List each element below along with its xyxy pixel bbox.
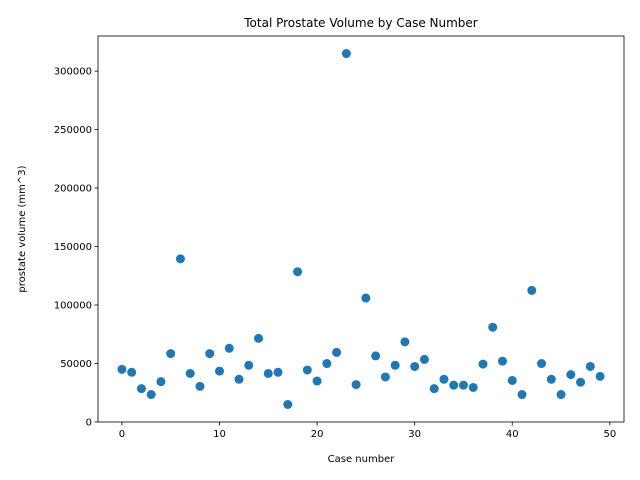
x-tick-label: 30 bbox=[408, 429, 421, 440]
data-point bbox=[146, 390, 156, 400]
data-point bbox=[595, 371, 605, 381]
data-point bbox=[498, 356, 507, 366]
data-point bbox=[341, 49, 351, 59]
y-tick-label: 300000 bbox=[54, 67, 92, 78]
data-point bbox=[117, 364, 127, 374]
plot-frame bbox=[97, 35, 625, 423]
x-tick-label: 20 bbox=[311, 429, 324, 440]
y-axis-label: prostate volume (mm^3) bbox=[17, 165, 28, 292]
data-point bbox=[224, 343, 234, 353]
data-point bbox=[585, 361, 595, 371]
data-point bbox=[517, 390, 527, 400]
x-tick-label: 40 bbox=[506, 429, 519, 440]
data-point bbox=[429, 384, 439, 394]
data-point bbox=[371, 351, 381, 361]
y-tick-label: 50000 bbox=[60, 359, 92, 370]
data-point bbox=[419, 354, 429, 364]
x-tick-label: 10 bbox=[213, 429, 226, 440]
data-point bbox=[390, 360, 400, 370]
data-point bbox=[254, 333, 264, 343]
data-point bbox=[400, 337, 410, 347]
data-point bbox=[566, 370, 576, 380]
y-tick-label: 250000 bbox=[54, 125, 92, 136]
x-tick-label: 50 bbox=[603, 429, 616, 440]
x-tick-label: 0 bbox=[119, 429, 125, 440]
chart-title: Total Prostate Volume by Case Number bbox=[243, 16, 478, 30]
data-point bbox=[410, 361, 420, 371]
data-point bbox=[127, 367, 137, 377]
data-point bbox=[478, 359, 488, 369]
data-point bbox=[488, 322, 498, 332]
data-point bbox=[537, 359, 547, 369]
data-point bbox=[468, 382, 478, 392]
y-tick-label: 150000 bbox=[54, 242, 92, 253]
y-tick-label: 0 bbox=[86, 418, 92, 429]
data-point bbox=[175, 254, 185, 264]
data-point bbox=[439, 374, 449, 384]
y-axis-ticks: 0 50000 100000 150000 200000 250000 300000 bbox=[54, 67, 98, 429]
data-point bbox=[205, 349, 215, 359]
data-point bbox=[527, 285, 537, 295]
data-point bbox=[380, 372, 390, 382]
data-point bbox=[332, 347, 342, 357]
data-point bbox=[556, 390, 566, 400]
x-axis-label: Case number bbox=[328, 454, 396, 465]
data-point bbox=[546, 374, 556, 384]
data-point bbox=[312, 376, 322, 386]
data-point bbox=[283, 399, 293, 409]
data-point bbox=[263, 368, 273, 378]
data-point bbox=[273, 367, 283, 377]
data-point bbox=[293, 267, 303, 277]
data-point bbox=[244, 360, 254, 370]
data-point bbox=[458, 380, 468, 390]
data-point bbox=[195, 381, 205, 391]
data-point bbox=[361, 293, 371, 303]
y-tick-label: 200000 bbox=[54, 184, 92, 195]
data-point bbox=[215, 366, 224, 376]
data-point bbox=[302, 365, 312, 375]
data-point bbox=[507, 375, 517, 385]
data-point bbox=[136, 384, 146, 394]
data-point bbox=[156, 377, 166, 387]
data-point bbox=[185, 368, 195, 378]
data-point bbox=[234, 374, 244, 384]
data-point bbox=[576, 377, 586, 387]
data-point bbox=[166, 349, 176, 359]
data-point bbox=[322, 359, 332, 369]
x-axis-ticks: 0 10 20 30 40 50 bbox=[119, 422, 616, 440]
y-tick-label: 100000 bbox=[54, 301, 92, 312]
data-point bbox=[449, 380, 459, 390]
data-point bbox=[351, 380, 361, 390]
data-points bbox=[117, 49, 605, 409]
